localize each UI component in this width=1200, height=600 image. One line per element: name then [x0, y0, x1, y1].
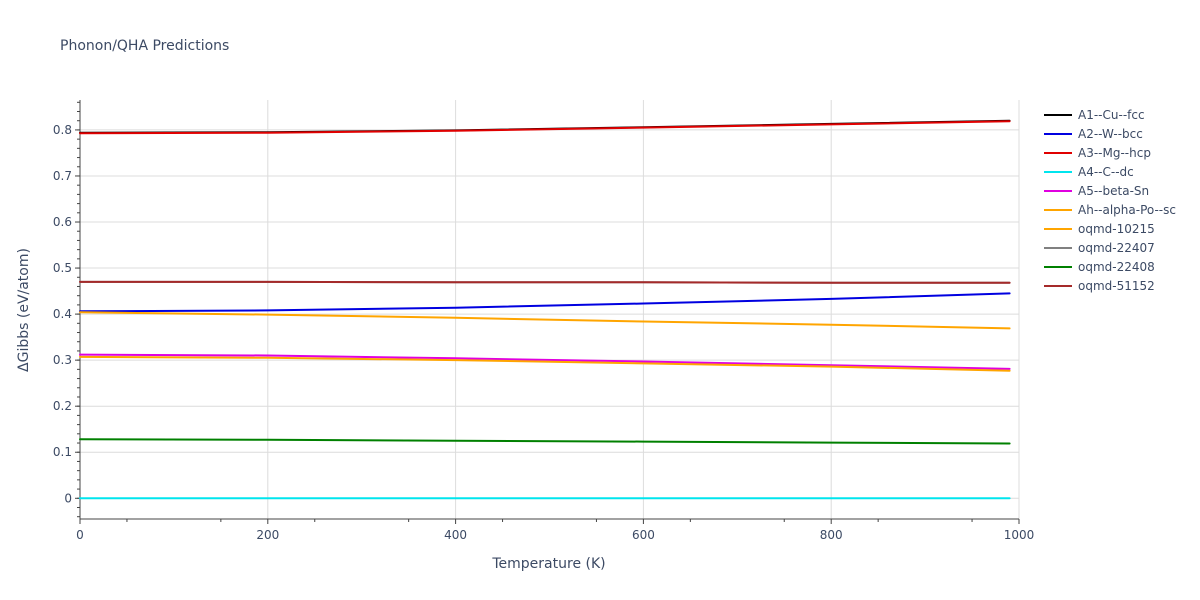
- y-tick-label: 0.8: [53, 123, 72, 137]
- legend-item[interactable]: A5--beta-Sn: [1044, 184, 1149, 198]
- legend: A1--Cu--fcc A2--W--bcc A3--Mg--hcp A4--C--d…: [1044, 108, 1176, 293]
- chart-title: Phonon/QHA Predictions: [60, 38, 229, 54]
- series-line-Ah--alpha-Po--sc: [79, 355, 1011, 372]
- y-tick-label: 0.6: [53, 215, 72, 229]
- series-line-oqmd-10215: [79, 311, 1011, 330]
- legend-label: A4--C--dc: [1078, 165, 1134, 179]
- y-tick-label: 0.7: [53, 169, 72, 183]
- y-tick-label: 0.2: [53, 399, 72, 413]
- legend-item[interactable]: Ah--alpha-Po--sc: [1044, 203, 1176, 217]
- y-tick-label: 0.5: [53, 261, 72, 275]
- x-tick-label: 800: [820, 528, 843, 542]
- legend-item[interactable]: A1--Cu--fcc: [1044, 108, 1145, 122]
- legend-item[interactable]: oqmd-51152: [1044, 279, 1155, 293]
- series-line-A1--Cu--fcc: [79, 119, 1011, 134]
- series-line-A3--Mg--hcp: [79, 120, 1011, 135]
- y-tick-label: 0.4: [53, 307, 72, 321]
- legend-label: A5--beta-Sn: [1078, 184, 1149, 198]
- series-line-oqmd-51152: [79, 280, 1011, 284]
- legend-item[interactable]: oqmd-22408: [1044, 260, 1155, 274]
- series-line-A2--W--bcc: [79, 292, 1011, 313]
- grid: [80, 100, 1020, 519]
- legend-item[interactable]: A4--C--dc: [1044, 165, 1134, 179]
- series-line-A5--beta-Sn: [79, 353, 1011, 370]
- legend-label: A3--Mg--hcp: [1078, 146, 1151, 160]
- y-axis-title: ΔGibbs (eV/atom): [16, 248, 32, 372]
- x-tick-label: 200: [256, 528, 279, 542]
- legend-label: oqmd-10215: [1078, 222, 1155, 236]
- legend-item[interactable]: oqmd-22407: [1044, 241, 1155, 255]
- legend-label: A2--W--bcc: [1078, 127, 1143, 141]
- y-tick-label: 0.3: [53, 353, 72, 367]
- x-tick-label: 600: [632, 528, 655, 542]
- y-tick-label: 0: [64, 491, 72, 505]
- x-tick-label: 400: [444, 528, 467, 542]
- x-tick-label: 1000: [1004, 528, 1035, 542]
- y-tick-label: 0.1: [53, 445, 72, 459]
- legend-item[interactable]: A3--Mg--hcp: [1044, 146, 1151, 160]
- legend-label: oqmd-22408: [1078, 260, 1155, 274]
- legend-label: Ah--alpha-Po--sc: [1078, 203, 1176, 217]
- x-axis-title: Temperature (K): [491, 556, 605, 572]
- legend-label: A1--Cu--fcc: [1078, 108, 1145, 122]
- x-tick-label: 0: [76, 528, 84, 542]
- plot-area: [79, 119, 1011, 500]
- axes: 0 200 400 600 800 1000 0 0.1 0.2 0.3 0.4 0.5 0.6 0.7 0…: [53, 100, 1034, 542]
- series-line-oqmd-22408: [79, 438, 1011, 445]
- legend-label: oqmd-51152: [1078, 279, 1155, 293]
- legend-label: oqmd-22407: [1078, 241, 1155, 255]
- legend-item[interactable]: oqmd-10215: [1044, 222, 1155, 236]
- legend-item[interactable]: A2--W--bcc: [1044, 127, 1143, 141]
